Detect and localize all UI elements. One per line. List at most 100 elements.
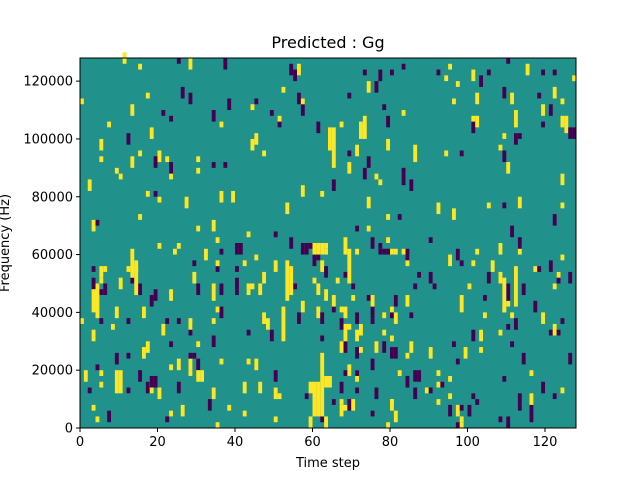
heatmap-cell (300, 185, 305, 197)
heatmap-cell (401, 173, 406, 186)
heatmap-cell (80, 98, 84, 105)
heatmap-cell (471, 115, 476, 122)
heatmap-cell (506, 295, 511, 301)
heatmap-cell (510, 312, 515, 319)
heatmap-cell (517, 133, 522, 139)
heatmap-cell (552, 69, 557, 76)
heatmap-cell (118, 173, 123, 180)
heatmap-cell (393, 312, 398, 324)
heatmap-cell (320, 352, 325, 417)
heatmap-cell (568, 271, 573, 284)
heatmap-cell (455, 404, 460, 417)
heatmap-cell (149, 375, 154, 388)
heatmap-cell (448, 404, 453, 417)
heatmap-cell (374, 341, 379, 353)
heatmap-cell (548, 260, 553, 272)
heatmap-cell (196, 370, 201, 382)
heatmap-cell (184, 196, 189, 209)
heatmap-cell (242, 410, 247, 417)
heatmap-cell (409, 179, 414, 191)
heatmap-cell (289, 63, 294, 76)
heatmap-cell (502, 375, 507, 382)
heatmap-cell (343, 306, 348, 319)
heatmap-cell (324, 375, 329, 388)
heatmap-cell (498, 243, 503, 255)
heatmap-cell (459, 404, 464, 411)
heatmap-cell (370, 295, 375, 307)
heatmap-cell (498, 416, 503, 423)
heatmap-cell (386, 115, 391, 128)
heatmap-cell (510, 92, 515, 105)
x-axis-title: Time step (295, 456, 360, 471)
heatmap-cell (188, 358, 193, 371)
heatmap-cell (304, 243, 309, 255)
heatmap-cell (219, 248, 224, 255)
heatmap-cell (351, 295, 356, 301)
heatmap-cell (355, 329, 360, 342)
heatmap-cell (196, 341, 201, 348)
heatmap-cell (552, 214, 557, 226)
heatmap-cell (397, 370, 402, 376)
heatmap-cell (157, 150, 162, 163)
heatmap-cell (502, 133, 507, 139)
plot-frame (79, 57, 577, 429)
heatmap-cell (390, 312, 394, 319)
heatmap-cell (269, 329, 274, 342)
heatmap-cell (173, 248, 177, 255)
heatmap-cell (165, 318, 170, 324)
heatmap-cell (114, 352, 119, 365)
heatmap-cell (448, 254, 453, 267)
heatmap-cell (448, 63, 453, 70)
heatmap-cell (386, 214, 391, 220)
heatmap-cell (250, 283, 255, 290)
heatmap-cell (138, 370, 143, 382)
heatmap-cell (312, 254, 317, 267)
heatmap-cell (269, 110, 274, 116)
chart-title: Predicted : Gg (271, 33, 384, 52)
heatmap-cell (366, 81, 371, 93)
heatmap-cell (390, 248, 394, 255)
heatmap-cell (91, 404, 96, 411)
x-tick-label: 20 (149, 435, 166, 450)
heatmap-cell (390, 399, 394, 405)
heatmap-cell (452, 98, 456, 105)
heatmap-cell (390, 69, 394, 76)
heatmap-cell (297, 92, 301, 105)
heatmap-cell (258, 381, 263, 394)
heatmap-cell (320, 416, 325, 423)
heatmap-cell (498, 271, 503, 284)
heatmap-cell (514, 266, 518, 307)
heatmap-cell (207, 399, 212, 411)
heatmap-cell (169, 162, 174, 174)
heatmap-cell (366, 225, 371, 232)
heatmap-cell (300, 243, 305, 255)
heatmap-cell (517, 393, 522, 405)
heatmap-cell (169, 341, 174, 348)
heatmap-cell (378, 179, 383, 186)
heatmap-cell (196, 167, 201, 174)
heatmap-cell (479, 347, 484, 353)
heatmap-cell (324, 243, 329, 249)
heatmap-cell (347, 364, 352, 376)
heatmap-cell (362, 115, 367, 139)
heatmap-cell (324, 248, 329, 255)
y-tick-label: 40000 (32, 306, 73, 321)
heatmap-cell (99, 138, 104, 151)
heatmap-cell (347, 399, 352, 411)
heatmap-cell (297, 63, 301, 76)
heatmap-cell (541, 104, 546, 116)
heatmap-cell (157, 387, 162, 400)
heatmap-cell (440, 381, 445, 388)
heatmap-cell (192, 352, 197, 359)
y-tick-label: 100000 (23, 132, 73, 147)
heatmap-cell (359, 347, 363, 353)
heatmap-cell (552, 323, 557, 336)
heatmap-cell (370, 358, 375, 371)
heatmap-cell (277, 393, 282, 400)
heatmap-cell (560, 202, 565, 209)
heatmap-cell (506, 300, 511, 307)
heatmap-cell (87, 179, 92, 191)
heatmap-cell (343, 271, 348, 278)
heatmap-cell (223, 58, 228, 70)
heatmap-cell (188, 352, 193, 359)
